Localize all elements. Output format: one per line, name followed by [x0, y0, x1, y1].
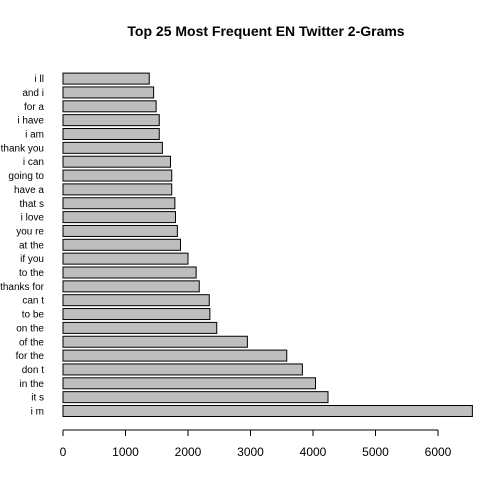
category-label: can t — [22, 296, 44, 307]
x-tick-label: 3000 — [237, 445, 264, 459]
bars-group — [62, 72, 473, 417]
chart-title: Top 25 Most Frequent EN Twitter 2-Grams — [127, 23, 404, 39]
bar — [62, 238, 181, 251]
bar — [62, 363, 303, 376]
bar — [62, 100, 157, 113]
category-label: to the — [19, 268, 44, 279]
bar — [62, 86, 155, 99]
bar — [62, 308, 211, 321]
x-tick-label: 5000 — [362, 445, 389, 459]
bar — [62, 349, 288, 362]
category-label: on the — [16, 323, 44, 334]
category-label: thanks for — [0, 282, 45, 293]
bar — [62, 335, 248, 348]
bar — [62, 294, 210, 307]
bar — [62, 72, 150, 85]
x-tick-label: 2000 — [175, 445, 202, 459]
category-label: i can — [23, 157, 44, 168]
bar — [62, 405, 473, 417]
category-label: in the — [20, 379, 45, 390]
bar — [62, 321, 218, 334]
bar — [62, 197, 176, 210]
bar — [62, 211, 176, 224]
bar — [62, 141, 163, 154]
category-label: to be — [22, 310, 45, 321]
x-tick-label: 6000 — [425, 445, 452, 459]
category-label: you re — [16, 226, 44, 237]
bar — [62, 183, 173, 196]
bar — [62, 280, 200, 293]
category-label: i am — [25, 130, 44, 141]
category-label: i m — [31, 407, 44, 418]
bar — [62, 128, 160, 140]
category-label: if you — [20, 254, 44, 265]
category-label: i ll — [35, 74, 44, 85]
category-label: at the — [19, 240, 44, 251]
bar — [62, 224, 178, 237]
bar — [62, 391, 329, 404]
category-label: don t — [22, 365, 44, 376]
category-label: that s — [20, 199, 44, 210]
bar — [62, 266, 197, 279]
bar — [62, 252, 189, 265]
category-label: it s — [31, 393, 44, 404]
bar — [62, 377, 316, 390]
category-label: for the — [16, 351, 45, 362]
category-label: i love — [21, 213, 45, 224]
x-tick-label: 4000 — [300, 445, 327, 459]
x-tick-label: 1000 — [112, 445, 139, 459]
category-label: for a — [24, 102, 44, 113]
category-label: and i — [22, 88, 44, 99]
category-labels: i m it s in the don t for the of the on the to … — [0, 74, 45, 417]
category-label: of the — [19, 337, 44, 348]
x-tick-label: 0 — [60, 445, 67, 459]
category-label: have a — [14, 185, 44, 196]
category-label: going to — [8, 171, 44, 182]
bar — [62, 169, 173, 182]
bar — [62, 155, 171, 168]
category-label: i have — [17, 116, 44, 127]
x-axis: 0 1000 2000 3000 4000 5000 6000 — [60, 429, 452, 459]
bar — [62, 114, 160, 127]
category-label: thank you — [1, 143, 44, 154]
